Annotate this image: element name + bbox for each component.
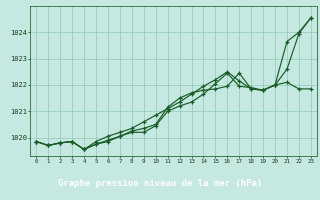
- Text: Graphe pression niveau de la mer (hPa): Graphe pression niveau de la mer (hPa): [58, 179, 262, 188]
